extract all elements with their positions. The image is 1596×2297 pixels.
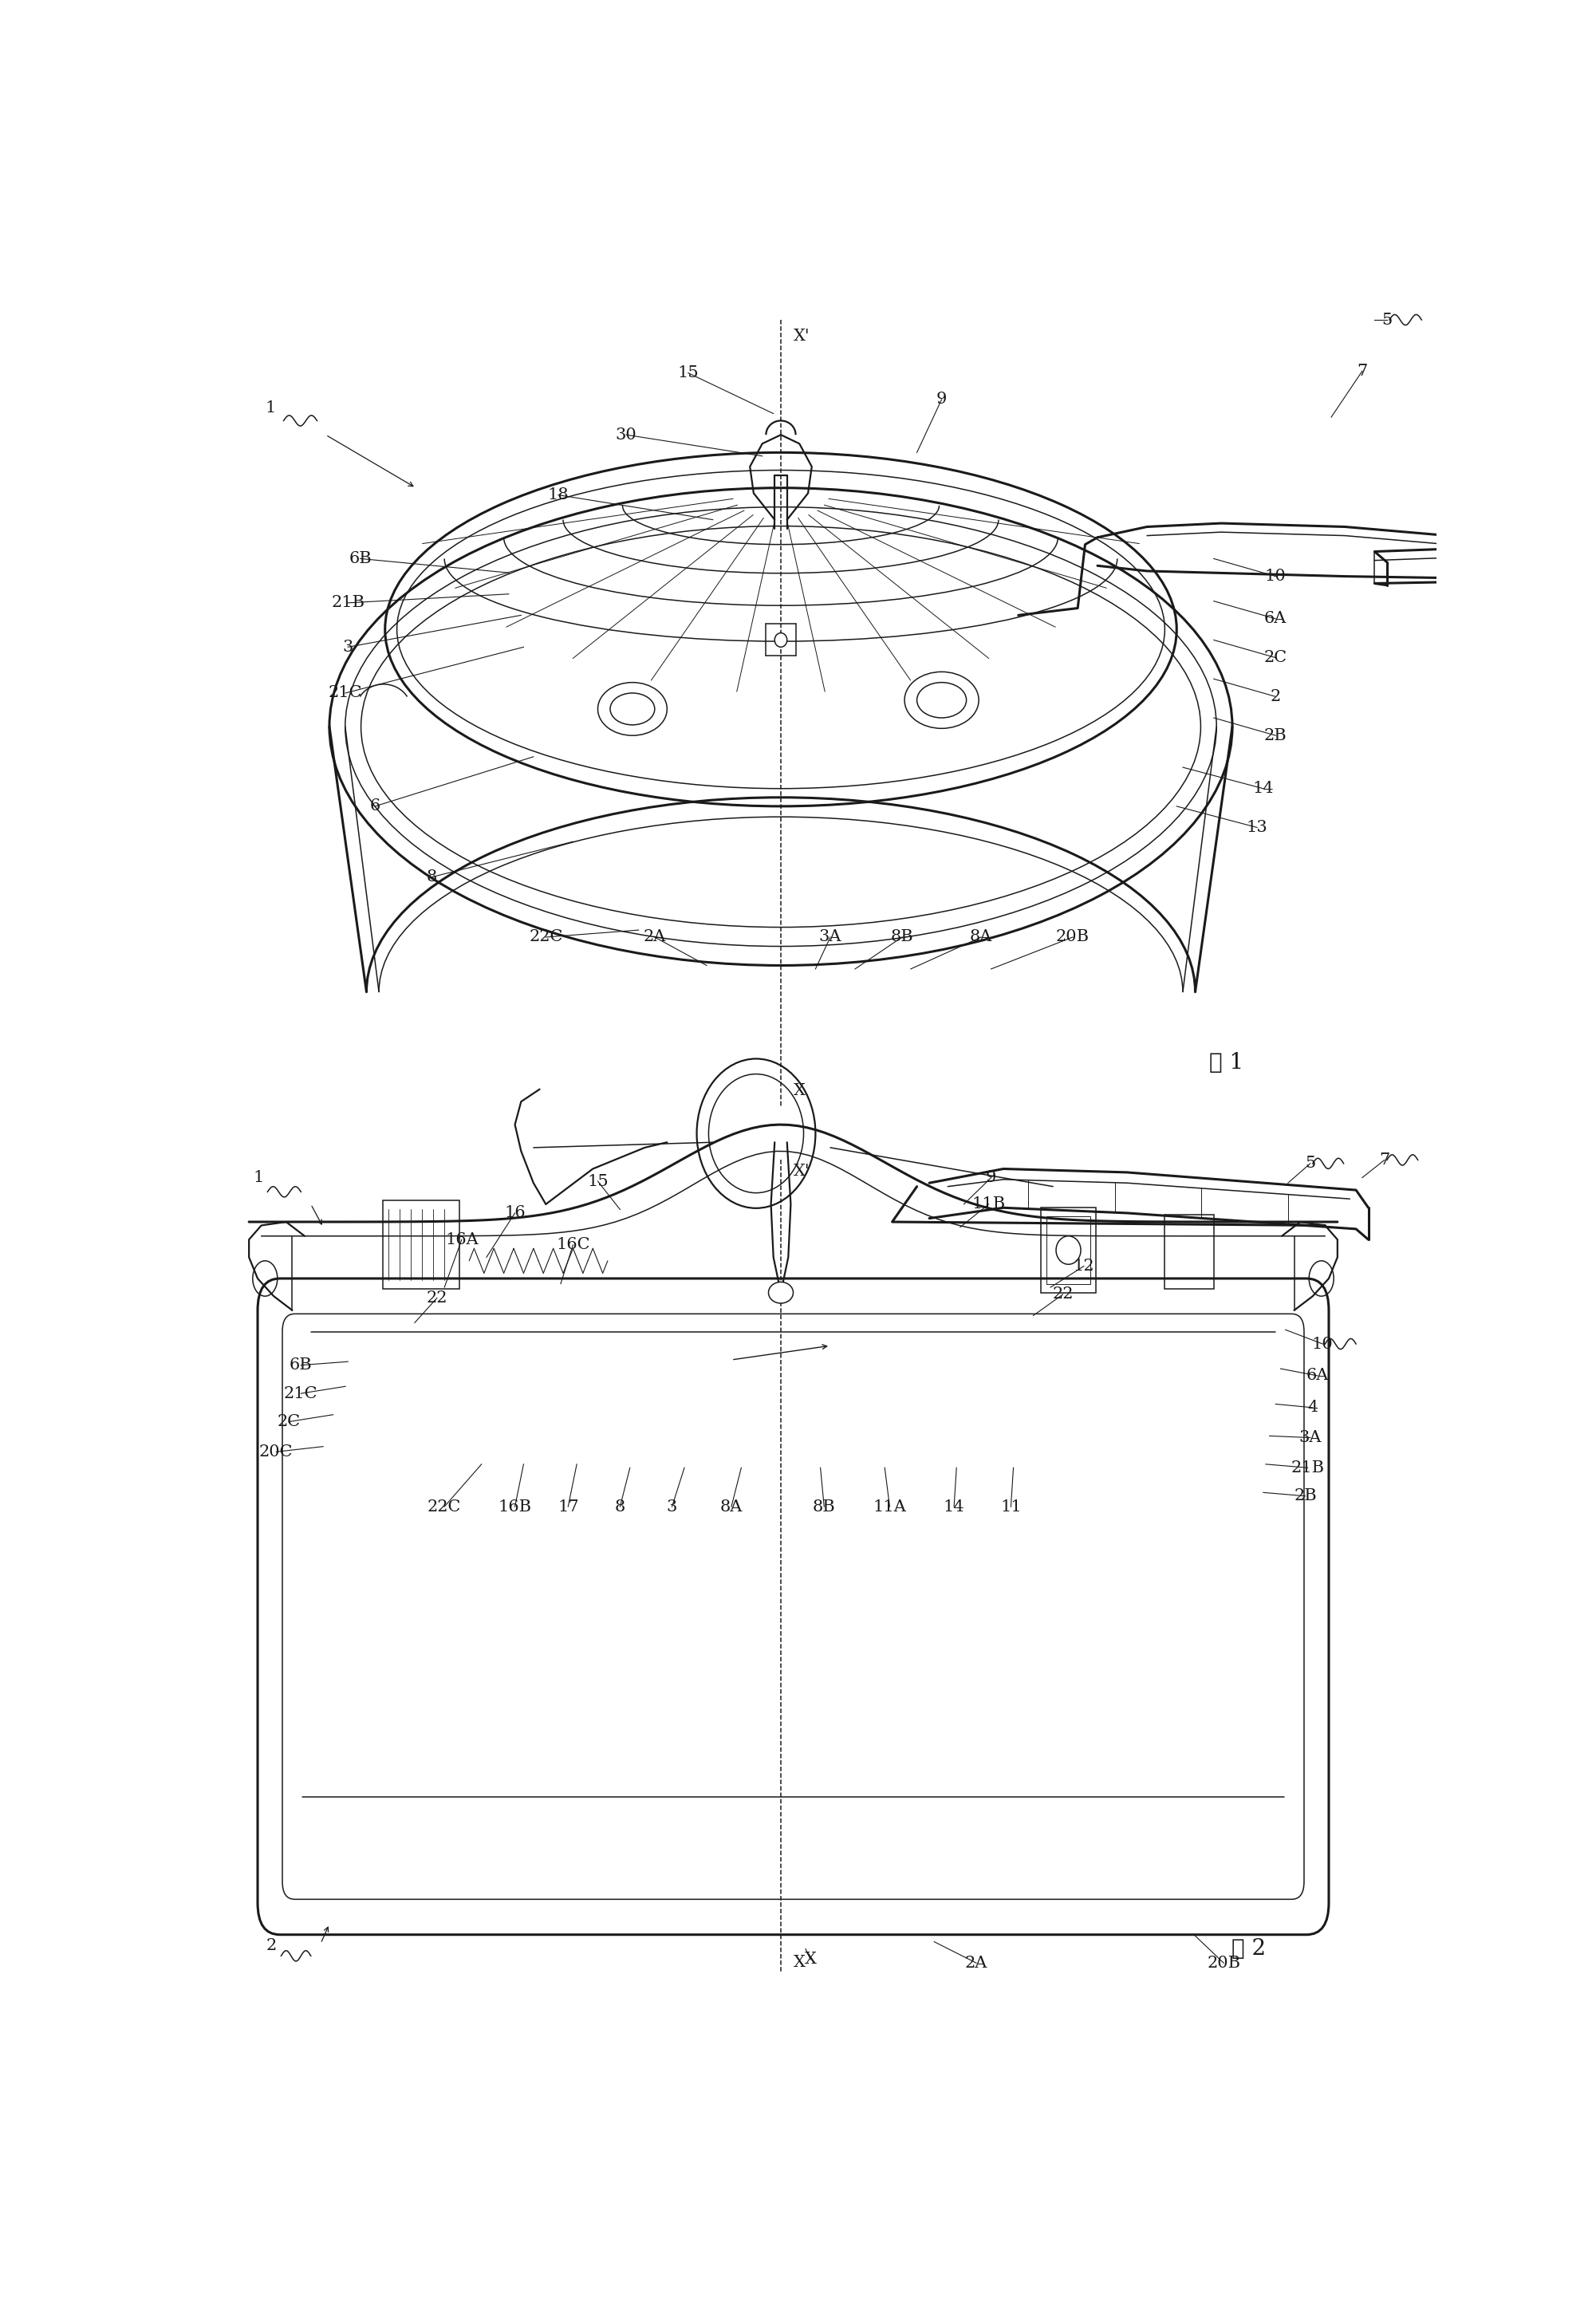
Text: 16A: 16A [445, 1231, 479, 1247]
Text: 21C: 21C [329, 685, 362, 701]
Text: 2B: 2B [1264, 728, 1286, 742]
Text: 8: 8 [614, 1500, 626, 1514]
Text: 20C: 20C [259, 1445, 294, 1459]
Text: 6A: 6A [1307, 1369, 1329, 1383]
Text: 14: 14 [1253, 781, 1274, 797]
Bar [383, 1201, 460, 1289]
Bar [1165, 1215, 1215, 1289]
Text: 8B: 8B [891, 930, 913, 944]
Text: 3: 3 [343, 639, 353, 655]
Text: 3A: 3A [1299, 1431, 1321, 1445]
Text: 20B: 20B [1207, 1955, 1240, 1971]
Text: 6A: 6A [1264, 611, 1286, 627]
Bar [1041, 1208, 1096, 1293]
Text: 2: 2 [267, 1939, 276, 1952]
Text: 16: 16 [504, 1206, 525, 1220]
Text: 8: 8 [426, 871, 437, 884]
Text: 图 2: 图 2 [1231, 1939, 1266, 1959]
Text: 15: 15 [587, 1174, 608, 1190]
Ellipse shape [769, 1282, 793, 1302]
Text: 2C: 2C [278, 1415, 300, 1429]
Text: 1: 1 [265, 400, 276, 416]
Text: X: X [804, 1952, 817, 1966]
Text: 7: 7 [1357, 363, 1368, 379]
Text: 6: 6 [370, 799, 380, 813]
Text: 2: 2 [1270, 689, 1282, 705]
Text: 11B: 11B [972, 1197, 1005, 1213]
Text: 8B: 8B [812, 1500, 836, 1514]
Text: 22C: 22C [428, 1500, 461, 1514]
Text: 10: 10 [1266, 570, 1286, 583]
Text: 9: 9 [986, 1169, 996, 1185]
Text: 2A: 2A [643, 930, 666, 944]
Text: 15: 15 [677, 365, 699, 381]
Text: 10: 10 [1312, 1337, 1333, 1351]
Text: 7: 7 [1379, 1153, 1390, 1167]
Text: 9: 9 [937, 393, 946, 407]
Text: X: X [793, 1082, 804, 1098]
Text: 2B: 2B [1294, 1488, 1317, 1505]
Text: 1: 1 [254, 1169, 265, 1185]
Text: 16C: 16C [555, 1238, 591, 1252]
Text: 21B: 21B [332, 595, 364, 611]
Text: 30: 30 [616, 427, 637, 443]
Text: 8A: 8A [720, 1500, 742, 1514]
Text: 17: 17 [557, 1500, 579, 1514]
Text: 6B: 6B [350, 551, 372, 565]
Text: 16B: 16B [498, 1500, 531, 1514]
Ellipse shape [774, 634, 787, 648]
Text: 4: 4 [1307, 1401, 1318, 1415]
Ellipse shape [1057, 1236, 1080, 1263]
Text: 21C: 21C [284, 1385, 318, 1401]
Text: 21B: 21B [1291, 1461, 1325, 1475]
Text: X': X' [793, 1165, 809, 1178]
Text: 6B: 6B [289, 1358, 313, 1374]
Text: 20B: 20B [1057, 930, 1090, 944]
Text: 11A: 11A [873, 1500, 907, 1514]
Text: 18: 18 [547, 487, 568, 503]
Text: 图 1: 图 1 [1208, 1052, 1243, 1073]
Text: X: X [793, 1955, 804, 1971]
Text: 2A: 2A [966, 1955, 988, 1971]
Text: 3: 3 [667, 1500, 677, 1514]
Text: 8A: 8A [970, 930, 993, 944]
Text: 22C: 22C [528, 930, 563, 944]
Text: 2C: 2C [1264, 650, 1288, 666]
Text: 5: 5 [1382, 312, 1392, 328]
Text: X': X' [793, 328, 809, 345]
Bar [1047, 1217, 1090, 1284]
Text: 22: 22 [1052, 1286, 1074, 1302]
Text: 3A: 3A [819, 930, 841, 944]
Text: 11: 11 [1001, 1500, 1021, 1514]
Text: 14: 14 [943, 1500, 964, 1514]
Text: 13: 13 [1246, 820, 1267, 836]
Text: 22: 22 [426, 1291, 447, 1305]
Text: 12: 12 [1073, 1259, 1095, 1273]
Text: 5: 5 [1306, 1155, 1315, 1171]
